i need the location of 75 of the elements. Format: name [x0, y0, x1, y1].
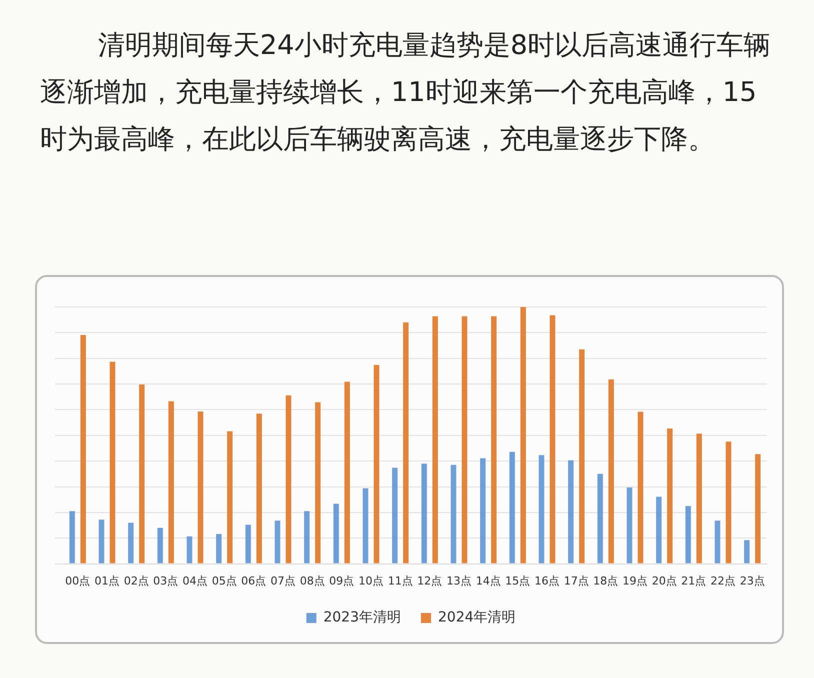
bar [638, 412, 644, 564]
bar [403, 322, 409, 564]
x-tick-label: 04点 [182, 574, 208, 588]
bar [245, 524, 251, 564]
bar [755, 454, 761, 564]
bar [685, 506, 691, 564]
x-tick-label: 10点 [358, 574, 384, 588]
x-tick-label: 14点 [476, 574, 501, 588]
x-tick-label: 21点 [681, 574, 706, 588]
bar [256, 414, 262, 564]
bar [315, 402, 321, 564]
bar [374, 365, 380, 564]
bar [139, 384, 145, 564]
x-tick-label: 09点 [329, 574, 354, 588]
bar [714, 520, 720, 564]
x-tick-label: 16点 [534, 574, 560, 588]
bar [421, 464, 427, 564]
bar [274, 520, 280, 564]
x-tick-label: 08点 [300, 574, 325, 588]
bar [608, 379, 614, 564]
bar [69, 511, 75, 564]
bar [227, 431, 233, 564]
x-tick-label: 05点 [212, 574, 237, 588]
bar [362, 488, 368, 564]
x-tick-label: 06点 [241, 574, 266, 588]
bar [509, 452, 515, 564]
bar [597, 474, 603, 564]
x-tick-label: 13点 [446, 574, 472, 588]
x-tick-label: 15点 [505, 574, 530, 588]
legend-label: 2023年清明 [323, 610, 402, 626]
x-tick-label: 02点 [124, 574, 149, 588]
bar [128, 522, 134, 564]
bar [579, 349, 585, 564]
bar [432, 316, 438, 564]
x-tick-label: 12点 [417, 574, 442, 588]
bar [80, 334, 86, 564]
bar [626, 488, 632, 564]
bar [186, 536, 192, 564]
bar [168, 401, 174, 564]
x-tick-label: 23点 [740, 574, 765, 588]
x-tick-label: 17点 [564, 574, 589, 588]
bar [538, 455, 544, 564]
bar [520, 307, 526, 564]
bar [98, 520, 104, 564]
bar [304, 511, 310, 564]
bar [450, 464, 456, 564]
bar [198, 412, 204, 564]
x-tick-label: 07点 [270, 574, 296, 588]
chart-title: 清明期间每天24小时充电量趋势是8时以后高速通行车辆逐渐增加，充电量持续增长，11时迎来第一个充电高峰，15时为最高峰，在此以后车辆驶离高速，充电量逐步下降。 [40, 29, 772, 157]
bar [157, 528, 163, 564]
bar [568, 460, 574, 564]
bar [550, 315, 556, 564]
bar [726, 442, 732, 564]
bar [656, 496, 662, 564]
x-tick-label: 00点 [65, 574, 90, 588]
x-tick-label: 19点 [622, 574, 648, 588]
bar [491, 316, 497, 564]
bar [216, 534, 222, 564]
bar [480, 458, 486, 564]
legend-label: 2024年清明 [438, 610, 516, 626]
bar [462, 316, 468, 564]
bar [744, 540, 750, 564]
x-tick-label: 11点 [388, 574, 413, 588]
bar [392, 468, 398, 564]
bar [696, 434, 702, 564]
bar [344, 382, 350, 564]
bar [286, 395, 292, 564]
bar [333, 504, 339, 564]
bar [667, 428, 673, 564]
bar [110, 362, 116, 564]
x-tick-label: 22点 [710, 574, 736, 588]
x-tick-label: 03点 [153, 574, 178, 588]
x-tick-label: 01点 [94, 574, 120, 588]
x-tick-label: 18点 [593, 574, 618, 588]
x-tick-label: 20点 [652, 574, 677, 588]
